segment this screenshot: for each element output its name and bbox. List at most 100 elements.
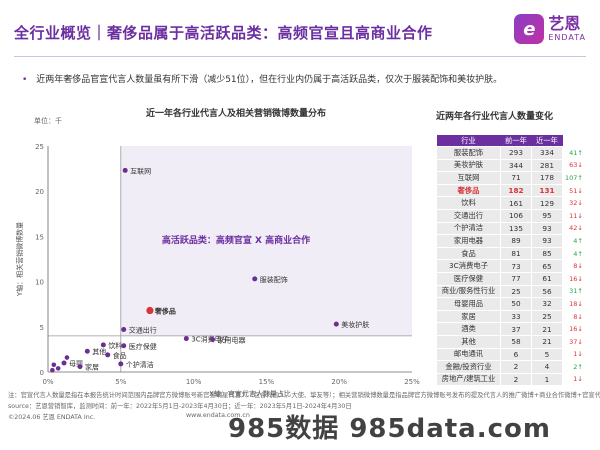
change-cell: 16↓ bbox=[562, 271, 586, 286]
prev-year-cell: 50 bbox=[500, 297, 532, 311]
change-cell: 107↑ bbox=[562, 171, 586, 185]
footer-source: source：艺恩营销智库，监测时间：前一年：2022年5月1日-2023年4月… bbox=[8, 403, 352, 410]
table-row: 美妆护肤 344 281 63↓ bbox=[436, 158, 586, 173]
table-row: 母婴用品 50 32 18↓ bbox=[436, 297, 586, 311]
change-value: 41 bbox=[569, 148, 578, 157]
data-point bbox=[61, 360, 67, 366]
title-divider bbox=[14, 56, 586, 57]
data-point bbox=[84, 348, 90, 354]
change-value: 51 bbox=[569, 186, 578, 195]
table-row: 交通出行 106 95 11↓ bbox=[436, 208, 586, 223]
change-value: 16 bbox=[569, 274, 578, 283]
change-value: 8 bbox=[573, 312, 578, 321]
recent-year-cell: 178 bbox=[531, 171, 563, 185]
header-prev-year: 前一年 bbox=[500, 135, 532, 147]
data-label: 交通出行 bbox=[129, 326, 157, 335]
table-row: 互联网 71 178 107↑ bbox=[436, 171, 586, 185]
logo-subtext: ENDATA bbox=[548, 33, 586, 42]
recent-year-cell: 334 bbox=[531, 146, 563, 160]
data-label: 互联网 bbox=[130, 166, 151, 175]
industry-cell: 金融/投资行业 bbox=[436, 360, 501, 374]
table-row: 家用电器 89 93 4↑ bbox=[436, 234, 586, 248]
prev-year-cell: 293 bbox=[500, 146, 532, 160]
x-tick-label: 15% bbox=[259, 378, 275, 386]
industry-cell: 3C消费电子 bbox=[436, 259, 501, 273]
change-cell: 37↓ bbox=[562, 334, 586, 349]
y-tick-label: 5 bbox=[40, 324, 44, 332]
data-label: 其他 bbox=[92, 347, 106, 356]
change-value: 1 bbox=[573, 350, 578, 359]
recent-year-cell: 131 bbox=[531, 183, 563, 198]
data-point bbox=[50, 367, 55, 373]
table-row: 食品 81 85 4↑ bbox=[436, 246, 586, 261]
prev-year-cell: 71 bbox=[500, 171, 532, 185]
data-point bbox=[51, 362, 57, 368]
data-point bbox=[100, 342, 106, 348]
prev-year-cell: 37 bbox=[500, 322, 532, 336]
up-arrow-icon: ↑ bbox=[577, 362, 583, 371]
table-title: 近两年各行业代言人数量变化 bbox=[436, 112, 554, 122]
industry-cell: 交通出行 bbox=[436, 208, 501, 223]
prev-year-cell: 6 bbox=[500, 347, 532, 362]
logo-mark-icon: e bbox=[514, 14, 545, 44]
change-cell: 2↑ bbox=[562, 360, 586, 374]
down-arrow-icon: ↓ bbox=[577, 186, 583, 195]
change-value: 107 bbox=[565, 173, 578, 182]
x-axis-label: X轴：官宣代言人数量占比 bbox=[209, 389, 291, 398]
table-row: 服装配饰 293 334 41↑ bbox=[436, 146, 586, 160]
prev-year-cell: 2 bbox=[500, 372, 532, 387]
recent-year-cell: 21 bbox=[531, 322, 563, 336]
y-tick-label: 20 bbox=[35, 188, 44, 196]
table-row: 家居 33 25 8↓ bbox=[436, 309, 586, 324]
change-value: 8 bbox=[573, 262, 578, 271]
table-row: 饮料 161 129 32↓ bbox=[436, 196, 586, 210]
industry-cell: 美妆护肤 bbox=[436, 158, 501, 173]
y-tick-label: 15 bbox=[35, 233, 44, 241]
table-row: 金融/投资行业 2 4 2↑ bbox=[436, 360, 586, 374]
recent-year-cell: 95 bbox=[531, 208, 563, 223]
change-cell: 16↓ bbox=[562, 322, 586, 336]
change-cell: 1↓ bbox=[562, 347, 586, 362]
industry-cell: 家居 bbox=[436, 309, 501, 324]
change-value: 32 bbox=[569, 199, 578, 208]
table-row: 3C消费电子 73 65 8↓ bbox=[436, 259, 586, 273]
table-row: 其他 58 21 37↓ bbox=[436, 334, 586, 349]
recent-year-cell: 93 bbox=[531, 221, 563, 236]
chart-unit-label: 单位：千 bbox=[34, 117, 62, 125]
data-label: 家居 bbox=[85, 363, 99, 372]
header-industry: 行业 bbox=[436, 135, 501, 147]
industry-cell: 服装配饰 bbox=[436, 146, 501, 160]
data-point bbox=[122, 167, 128, 173]
table-row: 商业/服务性行业 25 56 31↑ bbox=[436, 284, 586, 299]
down-arrow-icon: ↓ bbox=[577, 312, 583, 321]
down-arrow-icon: ↓ bbox=[577, 274, 583, 283]
up-arrow-icon: ↑ bbox=[577, 249, 583, 258]
prev-year-cell: 25 bbox=[500, 284, 532, 299]
prev-year-cell: 344 bbox=[500, 158, 532, 173]
table-row: 房地产/建筑工业 2 1 1↓ bbox=[436, 372, 586, 387]
change-value: 4 bbox=[573, 236, 578, 245]
industry-cell: 饮料 bbox=[436, 196, 501, 210]
header-change-spacer bbox=[562, 135, 586, 147]
table-row: 邮电通讯 6 5 1↓ bbox=[436, 347, 586, 362]
change-value: 63 bbox=[569, 161, 578, 170]
data-label: 个护清洁 bbox=[126, 360, 154, 369]
data-point bbox=[77, 364, 83, 370]
prev-year-cell: 182 bbox=[500, 183, 532, 198]
table-row: 医疗保健 77 61 16↓ bbox=[436, 271, 586, 286]
data-label: 母婴 bbox=[69, 360, 83, 368]
y-tick-label: 10 bbox=[35, 279, 44, 287]
recent-year-cell: 5 bbox=[531, 347, 563, 362]
prev-year-cell: 33 bbox=[500, 309, 532, 324]
x-tick-label: 20% bbox=[331, 378, 347, 386]
data-label: 饮料 bbox=[108, 341, 122, 350]
change-cell: 8↓ bbox=[562, 309, 586, 324]
summary-text: 近两年奢侈品官宣代言人数量虽有所下滑（减少51位），但在行业内仍属于高活跃品类，… bbox=[36, 75, 503, 85]
industry-cell: 医疗保健 bbox=[436, 271, 501, 286]
up-arrow-icon: ↑ bbox=[577, 236, 583, 245]
high-activity-quadrant bbox=[120, 146, 413, 336]
prev-year-cell: 135 bbox=[500, 221, 532, 236]
industry-cell: 母婴用品 bbox=[436, 297, 501, 311]
change-cell: 11↓ bbox=[562, 208, 586, 223]
scatter-chart: 高活跃品类：高频官宣 X 高商业合作 近一年各行业代言人及相关营销微博数量分布 0%… bbox=[15, 107, 420, 398]
